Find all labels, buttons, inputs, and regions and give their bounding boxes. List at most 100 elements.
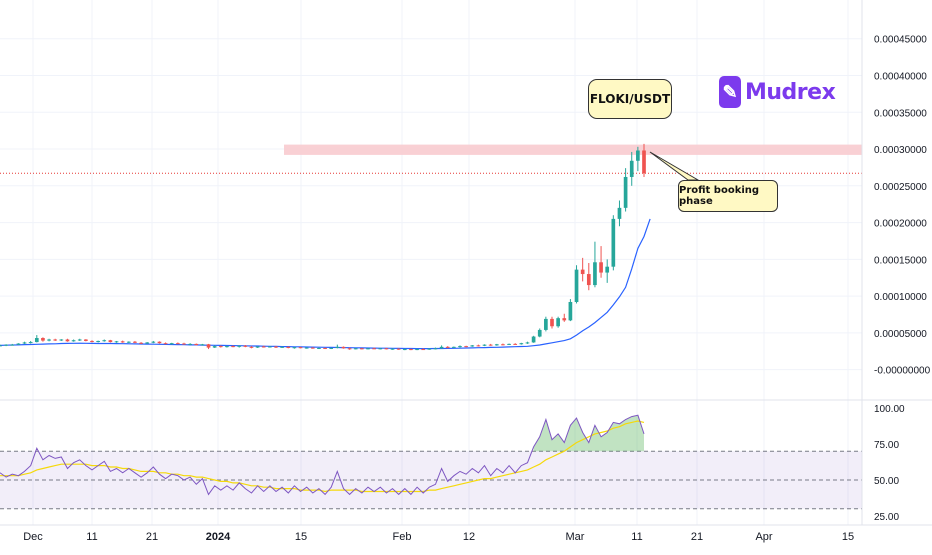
candle [133,340,137,344]
candle-body [90,340,94,342]
candle [0,344,2,347]
price-tick-label: 0.00040000 [874,71,927,82]
candle [108,339,113,343]
candle-body [341,346,346,349]
candle [421,348,426,351]
candle [366,347,370,350]
candle-body [243,345,248,347]
candle-body [188,343,192,345]
time-tick-label: 15 [295,531,307,543]
candle-body [574,269,579,302]
time-tick-label: 21 [691,531,703,543]
candle-body [544,318,548,330]
candle [433,347,438,350]
price-tick-label: 0.00015000 [874,255,927,266]
candle-body [280,346,284,348]
candle [194,343,199,346]
candle [157,341,162,344]
candle [537,328,542,338]
candle-body [421,349,426,351]
candle [237,345,242,348]
candle-body [237,345,242,347]
candle-body [126,341,131,343]
price-pane [0,143,862,351]
candle-body [550,318,554,327]
candle [623,168,628,212]
candle-body [501,344,505,346]
logo-wordmark: Mudrex [745,79,836,105]
candle [378,347,383,350]
candle [41,337,45,342]
candle-body [310,347,315,349]
candle [126,341,131,344]
candle-body [537,329,542,337]
logo-icon: ✎ [719,76,741,108]
price-tick-label: 0.00005000 [874,329,927,340]
candle-body [556,318,560,327]
candle [494,343,499,346]
candle-body [120,341,125,343]
candle [280,346,284,348]
candle [482,344,487,347]
candle [65,338,70,342]
rsi-pane [0,414,862,510]
candle-body [182,343,186,345]
price-tick-label: 0.00030000 [874,145,927,156]
time-tick-label: Mar [566,531,585,543]
candle-body [445,346,450,348]
candle-body [274,346,278,348]
candle-body [531,336,536,343]
candle [464,345,468,348]
time-tick-label: 2024 [206,531,231,543]
candle [200,343,205,346]
candle-body [507,343,511,345]
candle [317,347,321,350]
candle-body [304,347,309,349]
candle [90,340,94,343]
candle-body [519,343,524,345]
candle [593,241,597,288]
candle-body [10,344,15,346]
candle-body [384,348,389,350]
candle-body [562,318,567,321]
candle [84,339,88,342]
candle-body [378,348,383,350]
candle [384,347,389,350]
candle [347,347,352,350]
candle [544,316,548,332]
candle [188,343,192,345]
candle [501,343,505,346]
candle-body [476,345,481,347]
candle-body [611,218,616,267]
candle [59,339,64,341]
candle-body [292,347,297,349]
candle-body [372,348,376,350]
candle [169,342,174,345]
time-tick-label: 11 [86,531,97,543]
candle-body [464,346,468,348]
candle-body [218,346,223,348]
moving-average-line [0,218,651,350]
candle-body [513,343,518,345]
candle-body [169,343,174,345]
candle [372,347,376,350]
candle-body [286,346,291,348]
candle-body [268,346,272,348]
candle [102,339,107,342]
candle-body [22,342,27,344]
candle [415,348,419,351]
candle-body [200,344,205,346]
time-tick-label: Feb [393,531,412,543]
candle-body [176,343,180,345]
candle [439,345,444,349]
candle-body [525,342,530,344]
candle [139,342,143,344]
candle-body [409,349,413,351]
candle-body [114,341,119,343]
candle [292,346,297,349]
candle [580,257,585,282]
candle-body [151,341,156,343]
price-tick-label: 0.00010000 [874,292,927,303]
candle [396,348,401,350]
candle-body [605,266,610,273]
